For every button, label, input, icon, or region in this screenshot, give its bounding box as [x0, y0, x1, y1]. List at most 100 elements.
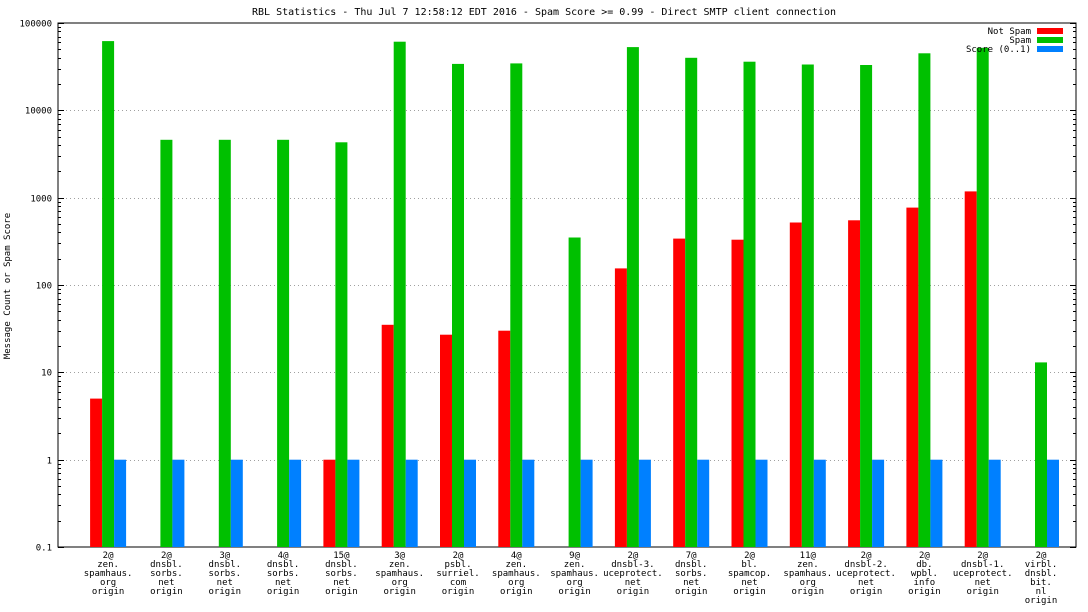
x-category-label-line: surriel.	[436, 569, 479, 579]
x-category-label-line: uceprotect.	[836, 569, 896, 579]
x-category-label-line: 2@	[919, 551, 930, 561]
bar-score-0-1	[872, 459, 885, 547]
x-category-label-line: net	[333, 578, 349, 588]
legend-swatch	[1037, 37, 1063, 43]
x-category-label-line: 2@	[103, 551, 114, 561]
x-category-label-line: sorbs.	[675, 569, 708, 579]
x-category-label: 3@ dnsbl. sorbs. net origin	[209, 551, 242, 597]
x-category-label-line: 2@	[744, 551, 755, 561]
x-category-label-line: sorbs.	[150, 569, 183, 579]
bar-score-0-1	[114, 459, 127, 547]
legend-label: Not Spam	[988, 27, 1031, 37]
x-category-label-line: wpbl.	[911, 569, 938, 579]
legend-swatch	[1037, 28, 1063, 34]
x-category-label-line: origin	[383, 587, 416, 597]
x-category-label-line: origin	[267, 587, 300, 597]
x-category-label: 3@ zen. spamhaus. org origin	[375, 551, 424, 597]
x-category-label-line: sorbs.	[267, 569, 300, 579]
x-category-label: 15@ dnsbl. sorbs. net origin	[325, 551, 358, 597]
bar-score-0-1	[230, 459, 243, 547]
x-category-label-line: origin	[1025, 596, 1058, 606]
y-tick-label: 0.1	[36, 544, 52, 554]
x-category-label-line: 2@	[453, 551, 464, 561]
x-category-label: 2@ db. wpbl. info origin	[908, 551, 941, 597]
x-category-label-line: 9@	[569, 551, 580, 561]
bar-spam	[976, 47, 989, 548]
y-axis-label: Message Count or Spam Score	[3, 213, 13, 359]
x-category-label: 2@ dnsbl-3. uceprotect. net origin	[603, 551, 663, 597]
bar-score-0-1	[347, 459, 360, 547]
x-category-label-line: sorbs.	[325, 569, 358, 579]
x-category-label-line: virbl.	[1025, 560, 1058, 570]
x-category-label-line: sorbs.	[209, 569, 242, 579]
x-category-label-line: bit.	[1030, 578, 1052, 588]
bar-not-spam	[731, 239, 744, 547]
x-category-label-line: bl.	[741, 560, 757, 570]
bar-not-spam	[906, 207, 919, 547]
chart-title: RBL Statistics - Thu Jul 7 12:58:12 EDT …	[252, 7, 836, 18]
x-category-label-line: org	[100, 578, 116, 588]
bar-score-0-1	[638, 459, 651, 547]
x-category-label-line: zen.	[97, 560, 119, 570]
x-category-label-line: origin	[92, 587, 125, 597]
bar-score-0-1	[289, 459, 302, 547]
x-category-label: 2@ bl. spamcop. net origin	[728, 551, 771, 597]
x-category-label-line: 4@	[278, 551, 289, 561]
x-category-label-line: 2@	[861, 551, 872, 561]
y-tick-label: 1000	[30, 195, 52, 205]
bar-spam	[218, 139, 231, 548]
x-category-label-line: com	[450, 578, 466, 588]
bar-not-spam	[789, 222, 802, 547]
x-category-label-line: spamhaus.	[492, 569, 541, 579]
bar-not-spam	[440, 334, 452, 547]
x-category-label-line: origin	[675, 587, 708, 597]
x-category-label-line: origin	[442, 587, 475, 597]
x-category-label-line: db.	[916, 560, 932, 570]
x-category-label-line: dnsbl.	[267, 560, 300, 570]
bar-spam	[801, 64, 814, 547]
bar-score-0-1	[697, 459, 710, 547]
x-category-label-line: spamcop.	[728, 569, 771, 579]
x-category-label-line: org	[800, 578, 816, 588]
bar-score-0-1	[755, 459, 768, 547]
x-category-label-line: dnsbl.	[675, 560, 708, 570]
x-category-label-line: origin	[500, 587, 533, 597]
x-category-label-line: origin	[209, 587, 242, 597]
x-category-label-line: 2@	[1036, 551, 1047, 561]
x-category-label-line: dnsbl-3.	[611, 560, 654, 570]
x-category-label-line: spamhaus.	[783, 569, 832, 579]
bar-score-0-1	[580, 459, 593, 547]
x-category-label-line: zen.	[505, 560, 527, 570]
legend-label: Score (0..1)	[966, 45, 1031, 55]
x-category-label: 2@ dnsbl. sorbs. net origin	[150, 551, 183, 597]
y-tick-label: 100000	[19, 20, 52, 30]
bar-score-0-1	[930, 459, 943, 547]
x-category-label: 4@ zen. spamhaus. org origin	[492, 551, 541, 597]
bar-spam	[743, 61, 756, 547]
x-category-label-line: 4@	[511, 551, 522, 561]
bar-spam	[510, 63, 523, 548]
bar-score-0-1	[1047, 459, 1059, 547]
x-category-label: 9@ zen. spamhaus. org origin	[550, 551, 599, 597]
bar-spam	[393, 41, 406, 547]
bar-not-spam	[614, 268, 627, 547]
x-category-label: 2@ psbl. surriel. com origin	[436, 551, 479, 597]
bar-spam	[160, 139, 173, 548]
x-category-label-line: net	[741, 578, 757, 588]
x-category-label-line: origin	[733, 587, 766, 597]
x-category-label-line: org	[392, 578, 408, 588]
bar-spam	[918, 53, 931, 548]
bar-spam	[102, 41, 115, 547]
x-category-label-line: spamhaus.	[550, 569, 599, 579]
x-category-label-line: 2@	[977, 551, 988, 561]
bar-score-0-1	[405, 459, 418, 547]
x-category-label-line: dnsbl.	[325, 560, 358, 570]
bar-score-0-1	[172, 459, 185, 547]
x-category-label-line: net	[683, 578, 699, 588]
x-category-label: 11@ zen. spamhaus. org origin	[783, 551, 832, 597]
x-category-label-line: origin	[908, 587, 941, 597]
x-category-label-line: zen.	[564, 560, 586, 570]
bar-not-spam	[848, 220, 861, 548]
